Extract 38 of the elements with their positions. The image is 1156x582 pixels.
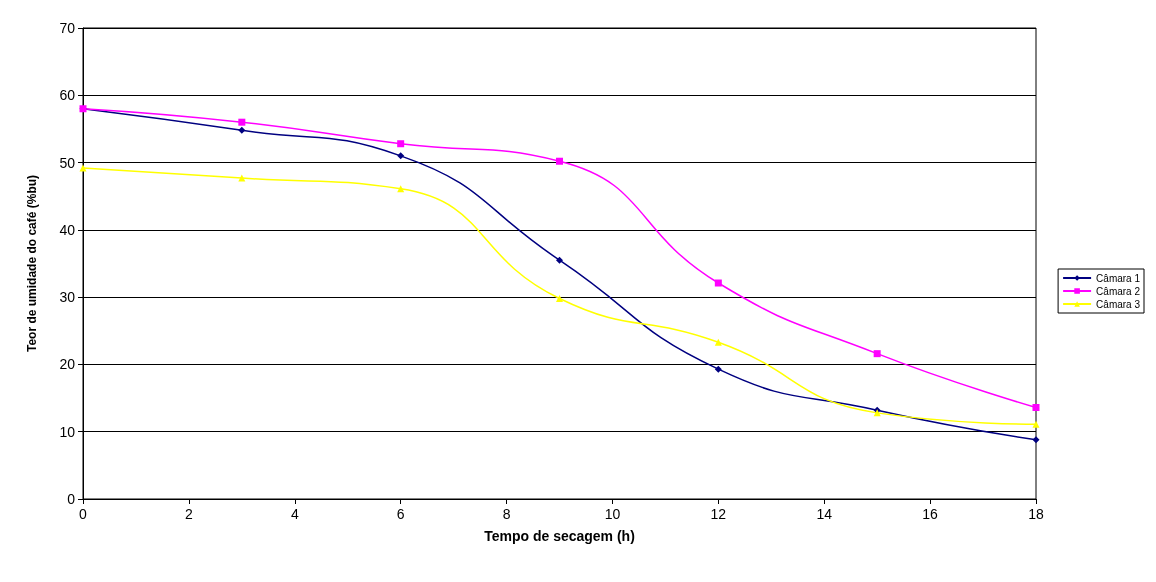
x-tick-label: 14: [816, 506, 833, 522]
legend-label: Câmara 2: [1096, 285, 1141, 297]
x-tick-label: 10: [604, 506, 621, 522]
point: [556, 294, 563, 302]
y-axis-title: Teor de umidade do café (%bu): [25, 174, 39, 353]
y-tick-label: 0: [67, 491, 76, 507]
x-tick-label: 12: [710, 506, 727, 522]
y-tick-label: 20: [59, 356, 76, 373]
point: [238, 126, 246, 134]
x-tick-label: 0: [79, 506, 88, 522]
point: [1032, 436, 1040, 444]
x-tick-label: 6: [396, 506, 405, 522]
point: [714, 365, 722, 373]
x-tick-label: 18: [1028, 506, 1044, 522]
point: [238, 174, 246, 182]
y-tick-label: 60: [59, 87, 76, 104]
point: [714, 279, 722, 287]
x-tick-label: 16: [922, 506, 939, 522]
y-tick-label: 70: [59, 20, 76, 36]
y-tick-label: 30: [59, 289, 76, 306]
legend-label: Câmara 3: [1096, 298, 1141, 310]
y-tick-label: 10: [59, 423, 76, 440]
x-tick-label: 2: [184, 506, 193, 522]
point: [1032, 420, 1040, 428]
point: [714, 338, 722, 346]
x-axis-title: Tempo de secagem (h): [484, 528, 635, 544]
point: [238, 118, 246, 126]
point: [397, 152, 405, 160]
point: [1032, 403, 1040, 411]
x-tick-label: 8: [502, 506, 511, 522]
x-tick-label: 4: [290, 506, 299, 522]
legend-label: Câmara 1: [1096, 272, 1141, 284]
point: [556, 157, 563, 165]
point: [397, 140, 405, 148]
y-tick-label: 40: [59, 221, 76, 238]
y-tick-label: 50: [59, 154, 76, 171]
point: [556, 256, 563, 264]
point: [873, 350, 881, 358]
